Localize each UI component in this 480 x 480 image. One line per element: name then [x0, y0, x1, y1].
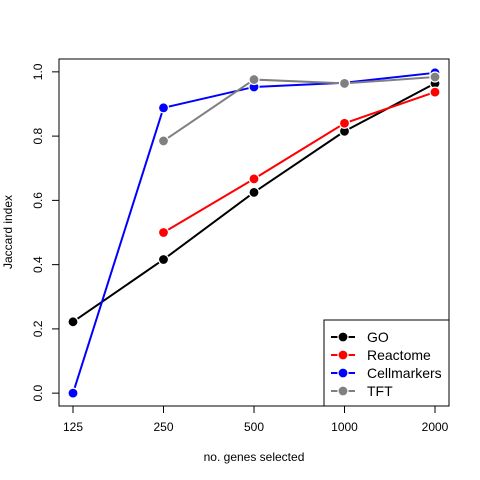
data-point-cellmarkers — [67, 387, 79, 399]
data-point-go — [67, 316, 79, 328]
legend-marker-reactome — [337, 349, 349, 361]
y-axis-title: Jaccard index — [1, 195, 15, 269]
series-reactome — [157, 86, 441, 239]
series-line-tft — [162, 75, 436, 142]
data-point-tft — [157, 135, 170, 147]
legend-marker-tft — [337, 385, 349, 397]
x-tick-label: 500 — [244, 420, 264, 434]
legend-label-cellmarkers: Cellmarkers — [367, 365, 442, 381]
data-point-go — [248, 186, 260, 198]
series-line-reactome — [162, 91, 436, 234]
x-axis-title: no. genes selected — [204, 450, 305, 464]
y-tick-label: 0.4 — [31, 256, 45, 273]
legend-marker-cellmarkers — [337, 367, 349, 379]
legend-label-reactome: Reactome — [367, 347, 431, 363]
legend-marker-go — [337, 331, 349, 343]
x-tick-label: 125 — [63, 420, 83, 434]
data-point-reactome — [338, 117, 351, 129]
y-tick-label: 0.0 — [31, 384, 45, 401]
x-tick-label: 250 — [153, 420, 173, 434]
series-layer — [67, 67, 441, 399]
data-point-reactome — [429, 86, 441, 98]
y-tick-label: 0.6 — [31, 192, 45, 209]
legend-label-go: GO — [367, 329, 389, 345]
plot-frame — [58, 58, 450, 407]
series-tft — [157, 71, 441, 147]
y-tick-label: 1.0 — [31, 63, 45, 80]
legend: GO Reactome Cellmarkers TFT — [323, 319, 450, 407]
data-point-tft — [429, 71, 441, 83]
x-tick-label: 1000 — [331, 420, 358, 434]
data-point-tft — [338, 77, 351, 90]
x-tick-label: 2000 — [422, 420, 449, 434]
data-point-cellmarkers — [157, 102, 170, 114]
data-point-reactome — [157, 226, 170, 239]
data-point-tft — [248, 73, 260, 86]
y-tick-label: 0.8 — [31, 127, 45, 144]
data-point-reactome — [248, 173, 260, 185]
y-axis: 0.0 0.2 0.4 0.6 0.8 1.0 — [31, 63, 60, 401]
y-tick-label: 0.2 — [31, 320, 45, 337]
data-point-go — [157, 253, 170, 266]
legend-label-tft: TFT — [367, 383, 393, 399]
